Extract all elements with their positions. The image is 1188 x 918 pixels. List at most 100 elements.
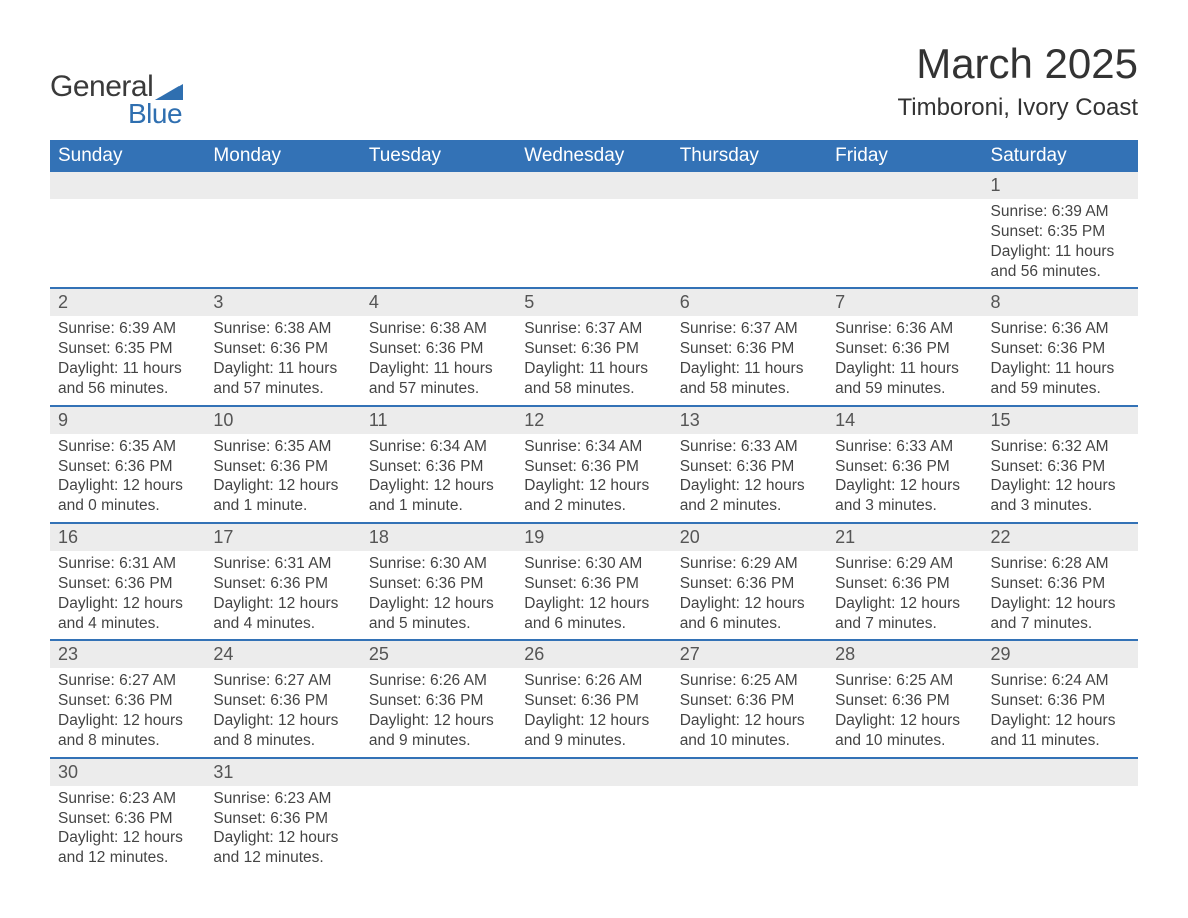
sunrise-text: Sunrise: 6:23 AM — [58, 789, 197, 809]
daylight-text: Daylight: 12 hours and 8 minutes. — [58, 711, 197, 751]
day-details-cell — [983, 786, 1138, 874]
daylight-text: Daylight: 12 hours and 10 minutes. — [835, 711, 974, 751]
daylight-text: Daylight: 12 hours and 7 minutes. — [835, 594, 974, 634]
sunset-text: Sunset: 6:35 PM — [991, 222, 1130, 242]
day-number-cell: 1 — [983, 172, 1138, 199]
sunset-text: Sunset: 6:36 PM — [680, 339, 819, 359]
day-details-cell: Sunrise: 6:35 AMSunset: 6:36 PMDaylight:… — [205, 434, 360, 523]
day-number-cell: 18 — [361, 523, 516, 551]
sunset-text: Sunset: 6:36 PM — [835, 574, 974, 594]
sunrise-text: Sunrise: 6:25 AM — [835, 671, 974, 691]
day-details-cell — [827, 786, 982, 874]
day-number-cell — [361, 172, 516, 199]
day-number-cell — [361, 758, 516, 786]
day-number-cell: 31 — [205, 758, 360, 786]
weekday-header-row: SundayMondayTuesdayWednesdayThursdayFrid… — [50, 140, 1138, 172]
day-number-cell: 13 — [672, 406, 827, 434]
day-details-cell: Sunrise: 6:37 AMSunset: 6:36 PMDaylight:… — [516, 316, 671, 405]
weekday-header: Friday — [827, 140, 982, 172]
day-details-cell: Sunrise: 6:25 AMSunset: 6:36 PMDaylight:… — [672, 668, 827, 757]
day-details-cell: Sunrise: 6:32 AMSunset: 6:36 PMDaylight:… — [983, 434, 1138, 523]
details-row: Sunrise: 6:31 AMSunset: 6:36 PMDaylight:… — [50, 551, 1138, 640]
day-details-cell: Sunrise: 6:35 AMSunset: 6:36 PMDaylight:… — [50, 434, 205, 523]
sunrise-text: Sunrise: 6:35 AM — [58, 437, 197, 457]
sunset-text: Sunset: 6:36 PM — [58, 691, 197, 711]
day-details-cell: Sunrise: 6:36 AMSunset: 6:36 PMDaylight:… — [827, 316, 982, 405]
sunset-text: Sunset: 6:36 PM — [524, 574, 663, 594]
sunrise-text: Sunrise: 6:34 AM — [369, 437, 508, 457]
details-row: Sunrise: 6:27 AMSunset: 6:36 PMDaylight:… — [50, 668, 1138, 757]
sunset-text: Sunset: 6:36 PM — [524, 691, 663, 711]
sunset-text: Sunset: 6:36 PM — [680, 691, 819, 711]
sunset-text: Sunset: 6:36 PM — [369, 574, 508, 594]
day-number-cell: 21 — [827, 523, 982, 551]
weekday-header: Sunday — [50, 140, 205, 172]
daylight-text: Daylight: 12 hours and 1 minute. — [213, 476, 352, 516]
sunset-text: Sunset: 6:36 PM — [835, 339, 974, 359]
day-number-cell: 19 — [516, 523, 671, 551]
day-details-cell — [827, 199, 982, 288]
daylight-text: Daylight: 12 hours and 12 minutes. — [213, 828, 352, 868]
daylight-text: Daylight: 12 hours and 2 minutes. — [680, 476, 819, 516]
sunrise-text: Sunrise: 6:37 AM — [680, 319, 819, 339]
sunset-text: Sunset: 6:35 PM — [58, 339, 197, 359]
daylight-text: Daylight: 12 hours and 6 minutes. — [524, 594, 663, 634]
sunset-text: Sunset: 6:36 PM — [58, 457, 197, 477]
day-details-cell: Sunrise: 6:27 AMSunset: 6:36 PMDaylight:… — [50, 668, 205, 757]
daylight-text: Daylight: 12 hours and 3 minutes. — [835, 476, 974, 516]
day-details-cell: Sunrise: 6:39 AMSunset: 6:35 PMDaylight:… — [50, 316, 205, 405]
sunrise-text: Sunrise: 6:27 AM — [213, 671, 352, 691]
title-month: March 2025 — [897, 40, 1138, 88]
day-number-cell — [516, 172, 671, 199]
day-number-cell: 6 — [672, 288, 827, 316]
sunrise-text: Sunrise: 6:29 AM — [680, 554, 819, 574]
details-row: Sunrise: 6:39 AMSunset: 6:35 PMDaylight:… — [50, 199, 1138, 288]
day-number-cell: 12 — [516, 406, 671, 434]
day-details-cell: Sunrise: 6:33 AMSunset: 6:36 PMDaylight:… — [827, 434, 982, 523]
day-number-cell: 28 — [827, 640, 982, 668]
day-details-cell: Sunrise: 6:33 AMSunset: 6:36 PMDaylight:… — [672, 434, 827, 523]
calendar-table: SundayMondayTuesdayWednesdayThursdayFrid… — [50, 140, 1138, 874]
daylight-text: Daylight: 12 hours and 0 minutes. — [58, 476, 197, 516]
sunset-text: Sunset: 6:36 PM — [524, 339, 663, 359]
day-number-cell: 11 — [361, 406, 516, 434]
daylight-text: Daylight: 11 hours and 58 minutes. — [680, 359, 819, 399]
day-number-cell: 24 — [205, 640, 360, 668]
day-details-cell: Sunrise: 6:29 AMSunset: 6:36 PMDaylight:… — [827, 551, 982, 640]
sunset-text: Sunset: 6:36 PM — [991, 574, 1130, 594]
day-number-cell: 20 — [672, 523, 827, 551]
sunset-text: Sunset: 6:36 PM — [835, 457, 974, 477]
day-number-cell: 4 — [361, 288, 516, 316]
day-details-cell: Sunrise: 6:39 AMSunset: 6:35 PMDaylight:… — [983, 199, 1138, 288]
brand-logo: General Blue — [50, 40, 183, 130]
day-number-cell: 27 — [672, 640, 827, 668]
day-number-cell — [516, 758, 671, 786]
sunset-text: Sunset: 6:36 PM — [213, 457, 352, 477]
day-details-cell — [672, 199, 827, 288]
daylight-text: Daylight: 12 hours and 11 minutes. — [991, 711, 1130, 751]
day-details-cell: Sunrise: 6:25 AMSunset: 6:36 PMDaylight:… — [827, 668, 982, 757]
daylight-text: Daylight: 12 hours and 7 minutes. — [991, 594, 1130, 634]
sunrise-text: Sunrise: 6:35 AM — [213, 437, 352, 457]
sunrise-text: Sunrise: 6:39 AM — [58, 319, 197, 339]
daylight-text: Daylight: 12 hours and 4 minutes. — [58, 594, 197, 634]
sunset-text: Sunset: 6:36 PM — [58, 809, 197, 829]
weekday-header: Tuesday — [361, 140, 516, 172]
sunrise-text: Sunrise: 6:29 AM — [835, 554, 974, 574]
day-number-cell: 16 — [50, 523, 205, 551]
day-details-cell — [361, 199, 516, 288]
details-row: Sunrise: 6:35 AMSunset: 6:36 PMDaylight:… — [50, 434, 1138, 523]
day-number-cell: 3 — [205, 288, 360, 316]
daylight-text: Daylight: 12 hours and 10 minutes. — [680, 711, 819, 751]
day-details-cell — [361, 786, 516, 874]
title-block: March 2025 Timboroni, Ivory Coast — [897, 40, 1138, 122]
daylight-text: Daylight: 12 hours and 12 minutes. — [58, 828, 197, 868]
sunset-text: Sunset: 6:36 PM — [369, 691, 508, 711]
sunrise-text: Sunrise: 6:23 AM — [213, 789, 352, 809]
sunrise-text: Sunrise: 6:37 AM — [524, 319, 663, 339]
sunset-text: Sunset: 6:36 PM — [991, 457, 1130, 477]
day-number-cell — [983, 758, 1138, 786]
sunrise-text: Sunrise: 6:34 AM — [524, 437, 663, 457]
day-number-cell: 25 — [361, 640, 516, 668]
daylight-text: Daylight: 11 hours and 57 minutes. — [369, 359, 508, 399]
